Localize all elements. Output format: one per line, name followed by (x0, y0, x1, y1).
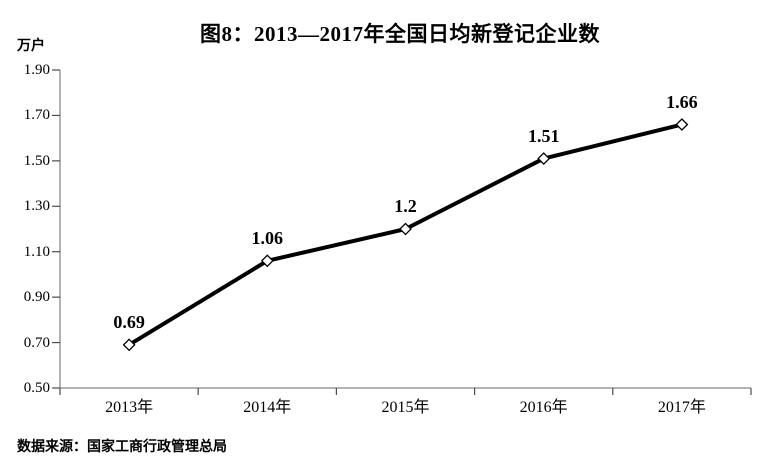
y-tick-label: 1.50 (23, 152, 50, 169)
data-point-marker (260, 254, 274, 268)
y-tick-label: 1.10 (23, 243, 50, 260)
data-source-note: 数据来源：国家工商行政管理总局 (17, 438, 227, 454)
chart-title: 图8：2013—2017年全国日均新登记企业数 (200, 22, 600, 46)
data-point-label: 1.66 (666, 91, 698, 112)
y-tick-label: 0.70 (23, 334, 50, 351)
x-tick-label: 2016年 (519, 399, 568, 416)
x-tick-label: 2014年 (243, 399, 292, 416)
data-point-marker (675, 118, 689, 131)
data-point-label: 0.69 (113, 311, 145, 332)
y-tick-label: 1.90 (23, 62, 50, 78)
data-point-marker (399, 222, 412, 236)
y-tick-label: 0.90 (23, 289, 50, 306)
x-tick-label: 2017年 (657, 399, 706, 416)
data-point-marker (537, 152, 551, 166)
data-point-label: 1.06 (251, 227, 284, 248)
y-tick-label: 0.50 (23, 380, 50, 396)
y-tick-label: 1.30 (23, 198, 50, 215)
y-tick-label: 1.70 (23, 107, 50, 124)
data-point-marker (122, 338, 136, 352)
x-tick-label: 2015年 (381, 399, 430, 416)
x-tick-label: 2013年 (105, 399, 154, 416)
data-point-label: 1.51 (527, 125, 560, 146)
data-point-label: 1.2 (394, 196, 417, 216)
y-axis-unit-label: 万户 (17, 37, 45, 53)
